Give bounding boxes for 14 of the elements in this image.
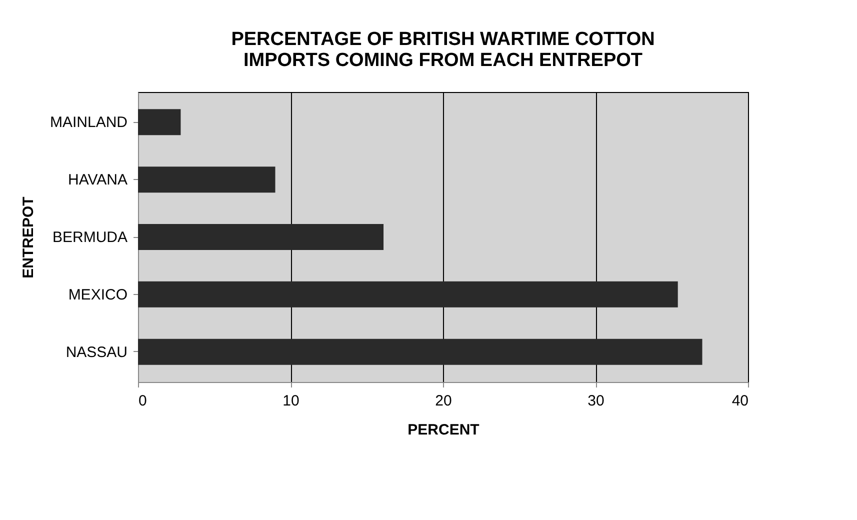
y-axis-title: ENTREPOT [20, 196, 37, 278]
x-axis-title: PERCENT [408, 422, 480, 438]
y-tick-label: BERMUDA [52, 229, 128, 246]
x-tick-label: 0 [138, 392, 147, 410]
text: PERCENTAGE OF BRITISH WARTIME COTTON [231, 29, 655, 50]
y-tick-label: NASSAU [66, 344, 128, 361]
y-tick-label: HAVANA [68, 172, 128, 189]
x-tick-label: 30 [588, 392, 604, 410]
x-tick-label: 10 [282, 392, 300, 410]
x-tick-label: 40 [732, 392, 748, 410]
y-tick-label: MEXICO [68, 286, 128, 304]
x-tick-label: 20 [435, 392, 452, 410]
text: IMPORTS COMING FROM EACH ENTREPOT [244, 50, 642, 71]
y-tick-label: MAINLAND [50, 114, 128, 132]
